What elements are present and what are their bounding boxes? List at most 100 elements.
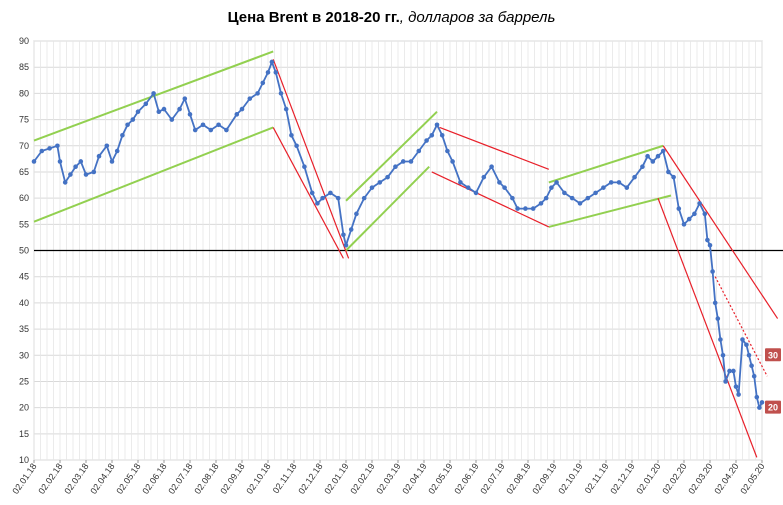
price-point (632, 174, 637, 180)
price-point (47, 146, 52, 151)
price-point (650, 159, 656, 164)
price-point (727, 368, 732, 374)
price-point (489, 164, 494, 169)
green-trend-line (345, 110, 438, 202)
price-point (182, 96, 188, 101)
red-trend-line (657, 197, 758, 458)
x-tick-label: 02.12.18 (296, 461, 324, 495)
price-point (705, 237, 710, 243)
x-tick-label: 02.11.18 (271, 461, 299, 495)
chart-title: Цена Brent в 2018-20 гг., долларов за ба… (0, 9, 783, 26)
price-point (681, 222, 687, 227)
x-tick-label: 02.07.19 (478, 461, 506, 495)
price-point (749, 363, 754, 369)
price-point (343, 242, 349, 248)
price-point (593, 190, 598, 196)
price-point (562, 190, 567, 196)
price-point (151, 91, 156, 96)
x-tick-label: 02.05.18 (114, 461, 142, 495)
price-point (216, 122, 221, 128)
price-point (585, 195, 591, 201)
y-tick-label: 25 (19, 376, 29, 386)
price-point (502, 185, 507, 190)
price-point (445, 148, 450, 154)
price-point (192, 127, 198, 133)
price-point (239, 106, 245, 112)
price-point (601, 185, 606, 190)
x-tick-label: 02.01.20 (634, 461, 662, 495)
price-point (434, 122, 440, 128)
price-point (348, 227, 354, 232)
price-point (187, 112, 193, 117)
chart-title-rest: , долларов за баррель (399, 9, 556, 26)
price-point (354, 211, 359, 217)
price-point (554, 180, 559, 185)
price-point (465, 185, 471, 190)
x-tick-label: 02.09.18 (218, 461, 246, 495)
y-tick-label: 65 (19, 167, 29, 177)
price-point (577, 201, 583, 206)
x-tick-label: 02.12.19 (608, 461, 636, 495)
price-point (608, 180, 614, 185)
y-tick-label: 70 (19, 141, 29, 151)
level-badge-label: 30 (768, 350, 778, 360)
price-point (640, 164, 645, 169)
price-point (83, 172, 89, 177)
price-point (78, 159, 84, 164)
price-point (39, 148, 45, 154)
price-point (757, 405, 762, 410)
price-point (114, 148, 120, 154)
price-point (177, 106, 182, 112)
price-point (686, 216, 692, 222)
price-point (731, 368, 736, 374)
price-point (473, 190, 479, 196)
price-point (481, 174, 487, 180)
price-point (676, 206, 682, 211)
price-point (234, 112, 240, 117)
x-tick-label: 02.08.18 (192, 461, 220, 495)
price-point (530, 206, 536, 211)
price-point (125, 122, 130, 128)
price-point (143, 101, 149, 107)
price-point (224, 127, 229, 133)
green-trend-line (33, 126, 274, 223)
y-tick-label: 40 (19, 298, 29, 308)
x-tick-label: 02.06.18 (140, 461, 168, 495)
price-point (309, 190, 315, 196)
price-point (156, 109, 162, 115)
x-tick-label: 02.03.20 (686, 461, 714, 495)
price-point (294, 143, 299, 149)
red-trend-line (272, 127, 344, 259)
x-tick-label: 02.03.19 (374, 461, 402, 495)
price-point (458, 180, 463, 185)
price-point (200, 122, 206, 128)
price-point (68, 172, 73, 177)
price-point (120, 132, 125, 138)
price-point (273, 70, 279, 75)
price-point (624, 185, 630, 190)
price-point (328, 190, 333, 196)
x-tick-label: 02.04.18 (88, 461, 116, 495)
price-point (424, 138, 429, 143)
price-point (283, 106, 289, 112)
x-tick-label: 02.09.19 (530, 461, 558, 495)
price-point (616, 180, 622, 185)
price-point (744, 342, 749, 348)
y-tick-label: 55 (19, 219, 29, 229)
y-tick-label: 20 (19, 403, 29, 413)
price-point (208, 127, 214, 133)
x-tick-label: 02.10.18 (244, 461, 272, 495)
red-trend-line (662, 145, 779, 319)
price-point (130, 117, 136, 122)
price-point (315, 201, 320, 206)
red-trend-line (439, 126, 550, 170)
price-point (746, 352, 752, 358)
price-point (549, 185, 554, 190)
price-point (697, 201, 702, 206)
green-trend-line (548, 144, 664, 184)
price-point (169, 117, 175, 122)
price-point (645, 153, 650, 159)
price-point (715, 316, 721, 321)
price-point (538, 201, 544, 206)
